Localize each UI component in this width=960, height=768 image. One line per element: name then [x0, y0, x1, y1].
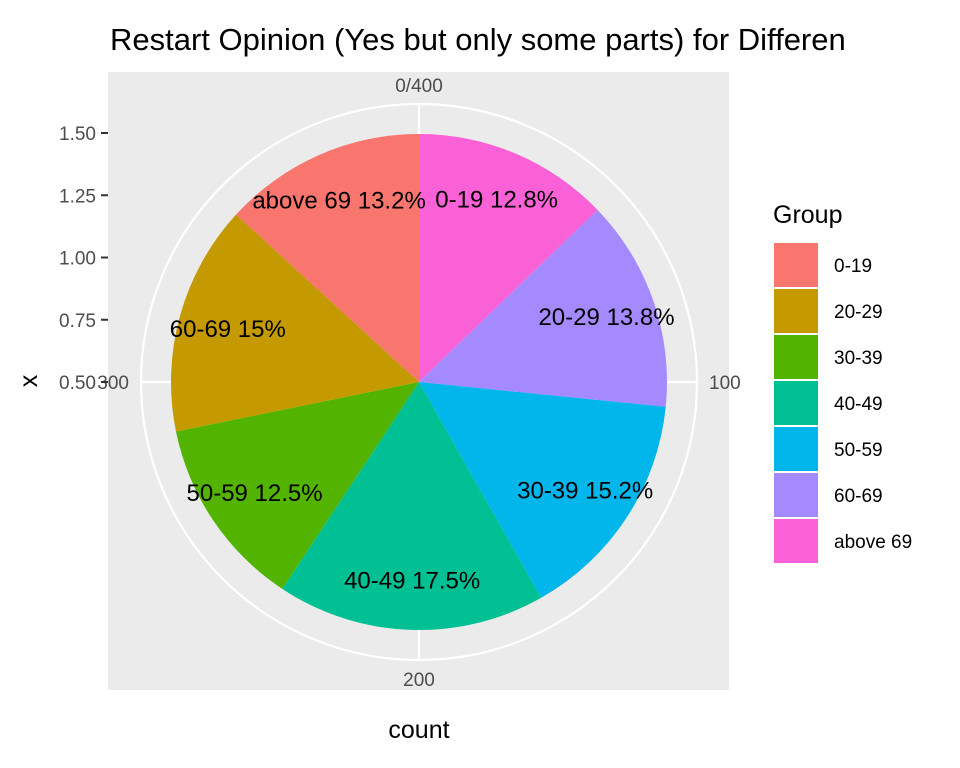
legend-title: Group [773, 201, 842, 229]
legend-swatch [774, 381, 818, 425]
pie-slice [175, 382, 419, 589]
legend-label: 30-39 [834, 348, 883, 369]
slice-label: 60-69 15% [170, 316, 286, 343]
legend-label: 40-49 [834, 394, 883, 415]
legend-label: 0-19 [834, 256, 872, 277]
y-axis: 0.50 0.75 1.00 1.25 1.50 [59, 124, 108, 394]
chart-title: Restart Opinion (Yes but only some parts… [110, 22, 846, 57]
legend: Group 0-19 20-29 30-39 40-49 50-59 60-69 above… [773, 201, 912, 563]
y-tick-label: 1.25 [59, 186, 96, 207]
pie-slice [236, 134, 419, 382]
legend-items: 0-19 20-29 30-39 40-49 50-59 60-69 above 69 [774, 243, 912, 563]
slice-label: 50-59 12.5% [187, 480, 323, 507]
x-axis-title: count [388, 716, 449, 744]
pie-slice [419, 382, 666, 598]
slice-label: above 69 13.2% [252, 187, 425, 214]
pie-slices [170, 134, 668, 630]
legend-swatch [774, 519, 818, 563]
angular-tick-label: 200 [403, 670, 435, 691]
legend-swatch [774, 335, 818, 379]
y-axis-title: x [15, 374, 43, 387]
slice-label: 20-29 13.8% [538, 304, 674, 331]
slice-label: 30-39 15.2% [517, 477, 653, 504]
slice-labels: 0-19 12.8% 20-29 13.8% 30-39 15.2% 40-49 17… [170, 186, 675, 594]
y-tick-label: 0.75 [59, 311, 96, 332]
legend-swatch [774, 427, 818, 471]
angular-tick-labels: 0/400 100 200 300 [97, 76, 740, 691]
legend-swatch [774, 243, 818, 287]
slice-label: 0-19 12.8% [435, 186, 558, 213]
legend-swatch [774, 473, 818, 517]
legend-label: 60-69 [834, 486, 883, 507]
pie-slice [419, 134, 598, 382]
y-tick-label: 1.00 [59, 249, 96, 270]
pie-slice [282, 382, 542, 630]
angular-tick-label: 0/400 [395, 76, 443, 97]
y-tick-label: 1.50 [59, 124, 96, 145]
legend-swatch [774, 289, 818, 333]
y-tick-label: 0.50 [59, 373, 96, 394]
angular-tick-label: 100 [709, 373, 741, 394]
slice-label: 40-49 17.5% [344, 567, 480, 594]
pie-slice [170, 214, 419, 432]
legend-label: 50-59 [834, 440, 883, 461]
angular-tick-label: 300 [97, 373, 129, 394]
legend-label: above 69 [834, 532, 912, 553]
pie-slice [419, 209, 668, 407]
legend-label: 20-29 [834, 302, 883, 323]
